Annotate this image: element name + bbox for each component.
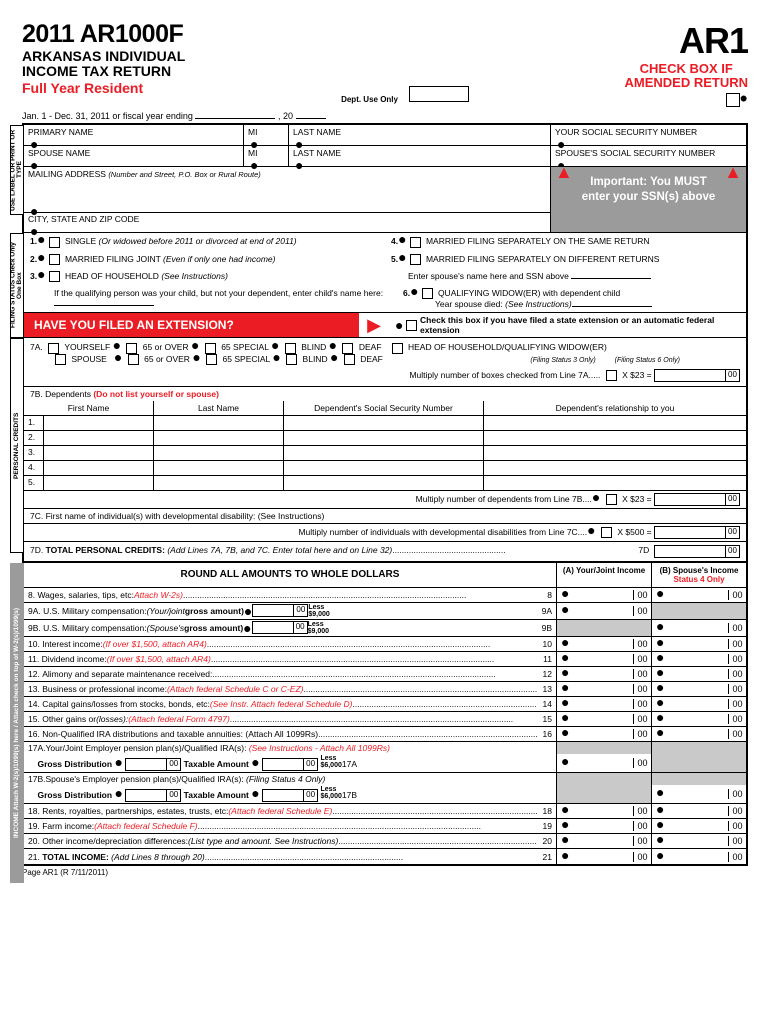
fs-mfs-same-checkbox[interactable] — [410, 237, 421, 248]
amount-col-b[interactable]: ●00 — [651, 804, 746, 818]
income-row: 16. Non-Qualified IRA distributions and … — [24, 727, 746, 742]
amount-col-a[interactable]: ●00 — [556, 652, 651, 666]
form-number: 2011 AR1000F — [22, 20, 185, 49]
income-row: 19. Farm income: (Attach federal Schedul… — [24, 819, 746, 834]
form-header: 2011 AR1000F ARKANSAS INDIVIDUAL INCOME … — [22, 20, 748, 107]
vtab-personal-credits: PERSONAL CREDITS — [10, 338, 24, 553]
page-footer: Page AR1 (R 7/11/2011) — [22, 866, 748, 877]
primary-name-label: PRIMARY NAME — [28, 127, 239, 137]
amount-col-b[interactable]: ●00 — [651, 637, 746, 651]
dependent-row[interactable]: 2. — [24, 431, 746, 446]
form-title-2: INCOME TAX RETURN — [22, 64, 185, 79]
extension-checkbox[interactable] — [406, 320, 417, 331]
address-label: MAILING ADDRESS — [28, 169, 106, 179]
arrow-up-icon: ▲ — [724, 161, 742, 184]
dependent-row[interactable]: 3. — [24, 446, 746, 461]
income-row: 9A. U.S. Military compensation: (Your/jo… — [24, 603, 746, 620]
income-row: 8. Wages, salaries, tips, etc: Attach W-… — [24, 588, 746, 603]
dot-icon: ● — [740, 89, 748, 105]
spouse-ssn-label: SPOUSE'S SOCIAL SECURITY NUMBER — [555, 148, 742, 158]
amount-col-b[interactable]: ●00 — [651, 620, 746, 636]
fs-qw-checkbox[interactable] — [422, 288, 433, 299]
amount-col-a[interactable]: ●00 — [556, 603, 651, 619]
amount-col-a[interactable]: ●00 — [556, 712, 651, 726]
ssn-label: YOUR SOCIAL SECURITY NUMBER — [555, 127, 742, 137]
form-title-1: ARKANSAS INDIVIDUAL — [22, 49, 185, 64]
count-7c-box[interactable] — [601, 527, 612, 538]
dependent-row[interactable]: 1. — [24, 416, 746, 431]
dependent-row[interactable]: 5. — [24, 476, 746, 491]
form-short-code: AR1 — [625, 20, 749, 62]
amount-col-b[interactable]: ●00 — [651, 682, 746, 696]
count-7a-box[interactable] — [606, 370, 617, 381]
amount-col-b[interactable]: ●00 — [651, 834, 746, 848]
last-name-label: LAST NAME — [293, 127, 546, 137]
income-row: 18. Rents, royalties, partnerships, esta… — [24, 804, 746, 819]
vtab-label: USE LABEL OR PRINT OR TYPE — [10, 125, 24, 215]
amt-7b[interactable]: 00 — [654, 493, 740, 506]
amount-col-a[interactable]: ●00 — [556, 819, 651, 833]
arrow-up-icon: ▲ — [555, 161, 573, 184]
income-row: 14. Capital gains/losses from stocks, bo… — [24, 697, 746, 712]
amount-col-b[interactable]: ●00 — [651, 588, 746, 602]
city-label: CITY, STATE AND ZIP CODE — [28, 214, 546, 224]
income-row: 15. Other gains or (losses): (Attach fed… — [24, 712, 746, 727]
line-7c-label: 7C. First name of individual(s) with dev… — [24, 509, 746, 524]
amount-col-b[interactable]: ●00 — [651, 667, 746, 681]
vtab-filing-status: FILING STATUS Check Only One Box — [10, 233, 24, 338]
amount-col-b — [651, 603, 746, 619]
fs-single-checkbox[interactable] — [49, 237, 60, 248]
resident-type: Full Year Resident — [22, 80, 185, 96]
ssn-callout-1: Important: You MUST — [555, 175, 742, 190]
dept-use-box[interactable] — [409, 86, 469, 102]
amt-7d[interactable]: 00 — [654, 545, 740, 558]
amended-line1: CHECK BOX IF — [625, 62, 749, 76]
amount-col-b[interactable]: ●00 — [651, 727, 746, 741]
amended-checkbox[interactable] — [726, 93, 740, 107]
col-a-header: (A) Your/Joint Income — [556, 563, 651, 587]
amount-col-a — [556, 620, 651, 636]
amount-col-a[interactable]: ●00 — [556, 637, 651, 651]
fs-hoh-checkbox[interactable] — [49, 271, 60, 282]
amount-col-a[interactable]: ●00 — [556, 588, 651, 602]
amended-line2: AMENDED RETURN — [625, 76, 749, 90]
income-row: 10. Interest income: (If over $1,500, at… — [24, 637, 746, 652]
amount-col-a[interactable]: ●00 — [556, 667, 651, 681]
amount-col-b[interactable]: ●00 — [651, 652, 746, 666]
address-note: (Number and Street, P.O. Box or Rural Ro… — [108, 170, 260, 179]
arrow-right-icon: ▶ — [367, 315, 381, 336]
amt-7c[interactable]: 00 — [654, 526, 740, 539]
income-row: 20. Other income/depreciation difference… — [24, 834, 746, 849]
amount-col-a[interactable]: ●00 — [556, 804, 651, 818]
spouse-name-label: SPOUSE NAME — [28, 148, 239, 158]
fs-mfs-diff-checkbox[interactable] — [410, 254, 421, 265]
amount-col-a[interactable]: ●00 — [556, 682, 651, 696]
amount-col-b[interactable]: ●00 — [651, 697, 746, 711]
dept-use-label: Dept. Use Only — [341, 95, 398, 104]
round-label: ROUND ALL AMOUNTS TO WHOLE DOLLARS — [24, 563, 556, 587]
ssn-callout-2: enter your SSN(s) above — [555, 190, 742, 205]
amt-7a[interactable]: 00 — [654, 369, 740, 382]
income-row: 13. Business or professional income: (At… — [24, 682, 746, 697]
extension-text: Check this box if you have filed a state… — [420, 315, 740, 335]
date-line: Jan. 1 - Dec. 31, 2011 or fiscal year en… — [22, 111, 748, 121]
dependent-row[interactable]: 4. — [24, 461, 746, 476]
fs-mfj-checkbox[interactable] — [49, 254, 60, 265]
count-7b-box[interactable] — [606, 494, 617, 505]
extension-bar: HAVE YOU FILED AN EXTENSION? — [24, 313, 359, 337]
amount-col-a[interactable]: ●00 — [556, 834, 651, 848]
amount-col-a[interactable]: ●00 — [556, 727, 651, 741]
amount-col-b[interactable]: ●00 — [651, 819, 746, 833]
amount-col-b[interactable]: ●00 — [651, 712, 746, 726]
income-row: 12. Alimony and separate maintenance rec… — [24, 667, 746, 682]
income-row: 11. Dividend income: (If over $1,500, at… — [24, 652, 746, 667]
amount-col-a[interactable]: ●00 — [556, 697, 651, 711]
vtab-income: INCOME Attach W-2(s)/1099(s) here / Atta… — [10, 563, 24, 883]
income-row: 9B. U.S. Military compensation: (Spouse'… — [24, 620, 746, 637]
